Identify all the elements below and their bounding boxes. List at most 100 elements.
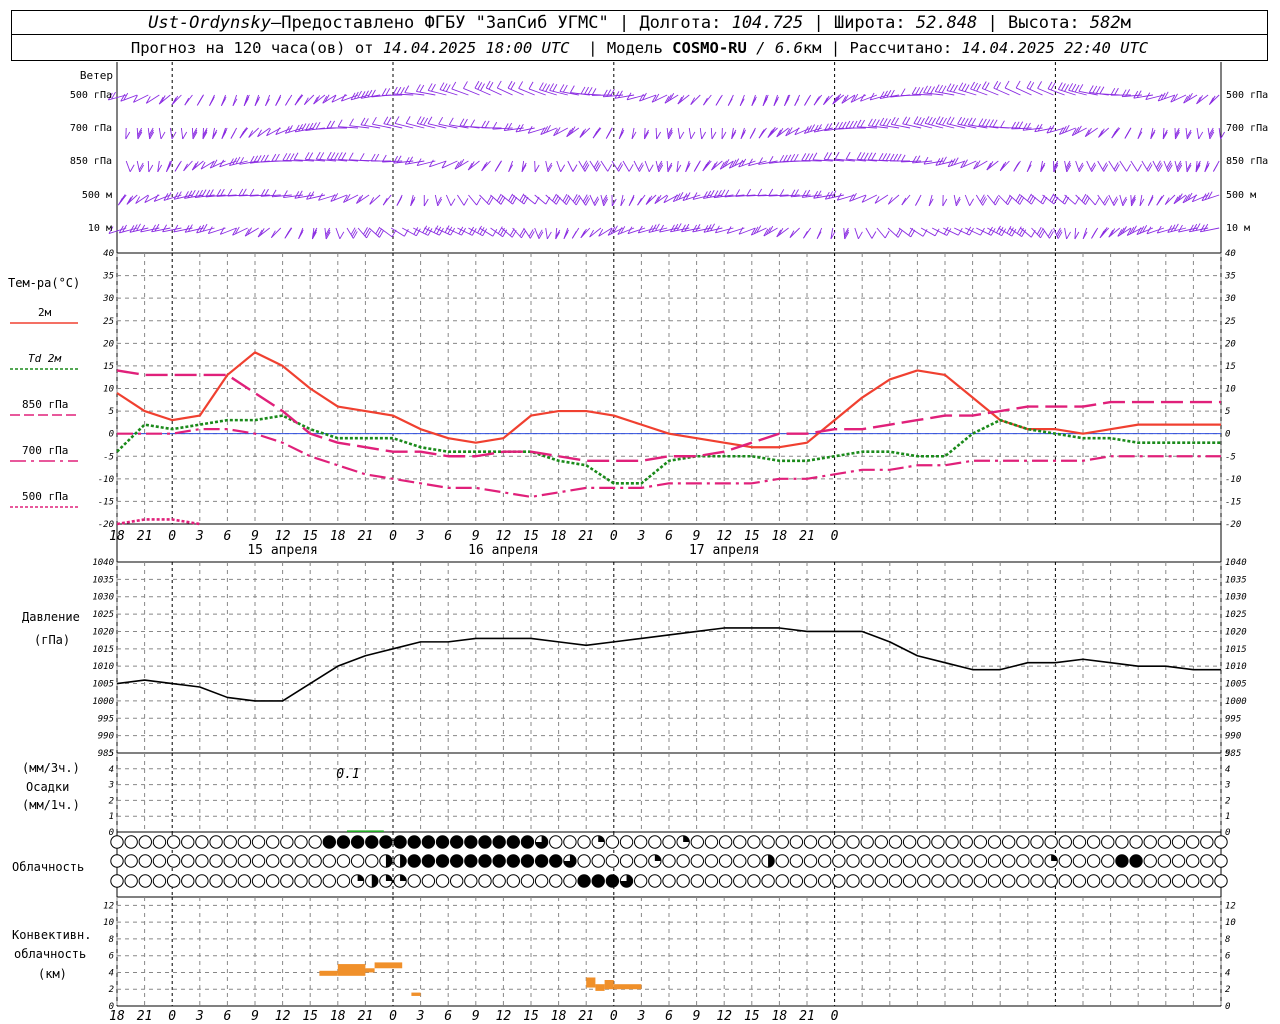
wind-barb-staff: [515, 127, 535, 133]
wind-barb-flag: [947, 159, 953, 167]
wind-barb-staff: [1164, 194, 1176, 205]
cloud-cell: [152, 835, 167, 849]
wind-barb-staff: [690, 94, 701, 105]
cloud-cell: [817, 874, 832, 888]
wind-barb-staff: [108, 227, 127, 235]
wind-barb-staff: [801, 159, 822, 162]
wind-barb-flag: [1208, 97, 1214, 105]
wind-barb-flag: [1196, 160, 1201, 169]
wind-barb-flag: [1006, 225, 1012, 234]
temp-legend-label: 500 гПа: [22, 490, 68, 503]
wind-barb-flag: [255, 96, 261, 105]
hour-label-bottom: 18: [551, 1009, 567, 1024]
wind-barb-flag: [871, 152, 877, 161]
wind-barb-flag: [692, 224, 698, 233]
wind-barb-flag: [276, 96, 281, 104]
wind-barb-flag: [957, 227, 963, 236]
wind-barb-flag: [895, 228, 901, 236]
temp-tick-right: 20: [1225, 339, 1236, 349]
wind-barb-flag: [190, 189, 196, 198]
wind-barb-staff: [1117, 227, 1132, 237]
wind-barb-flag: [415, 228, 421, 236]
wind-barb-staff: [504, 127, 524, 131]
wind-barb-flag: [1167, 162, 1172, 171]
wind-barb-staff: [902, 123, 922, 129]
wind-barb-staff: [534, 227, 540, 239]
temp-tick-left: 0: [109, 430, 114, 440]
cloud-cell: [1143, 874, 1157, 888]
wind-barb-flag: [584, 86, 589, 95]
wind-barb-staff: [1170, 94, 1187, 103]
temp-tick-right: 10: [1225, 385, 1236, 395]
wind-barb-flag: [928, 198, 934, 207]
wind-barb-flag: [371, 89, 376, 98]
wind-barb-flag: [690, 131, 696, 140]
wind-barb-flag: [374, 153, 380, 162]
wind-barb-flag: [249, 188, 255, 197]
wind-barb-flag: [752, 96, 757, 105]
wind-barb-staff: [654, 194, 668, 205]
wind-barb-staff: [368, 227, 380, 238]
cloud-cell: [917, 874, 931, 888]
wind-barb-flag: [230, 131, 236, 139]
cloud-cell: [1200, 835, 1214, 849]
wind-barb-staff: [751, 227, 767, 236]
wind-barb-staff: [1089, 92, 1109, 96]
cloud-cell: [662, 874, 676, 888]
cloud-cell: [902, 874, 917, 888]
wind-barb-flag: [496, 80, 502, 89]
wind-barb-flag: [953, 157, 959, 165]
wind-barb-staff: [1174, 160, 1179, 173]
wind-barb-flag: [1103, 164, 1109, 172]
wind-barb-flag: [961, 83, 967, 91]
wind-barb-staff: [401, 227, 417, 237]
wind-barb-flag: [173, 95, 179, 104]
temp-series-line: [117, 428, 1221, 498]
wind-barb-staff: [1182, 194, 1198, 204]
wind-barb-staff: [180, 127, 184, 140]
wind-barb-staff: [1042, 227, 1050, 239]
cloud-cell: [662, 835, 676, 849]
wind-barb-flag: [107, 92, 113, 101]
wind-barb-flag: [924, 116, 930, 124]
precip-unit-bottom: (мм/1ч.): [22, 798, 80, 812]
wind-barb-flag: [955, 196, 961, 205]
wind-barb-flag: [618, 90, 623, 98]
wind-barb-flag: [144, 195, 150, 203]
wind-barb-staff: [920, 227, 936, 237]
wind-barb-staff: [692, 227, 712, 233]
wind-barb-flag: [1026, 80, 1032, 89]
cloud-cell: [1115, 874, 1129, 888]
hour-label-bottom: 6: [223, 1009, 231, 1024]
cloud-cell: [435, 854, 450, 868]
wind-barb-staff: [457, 194, 465, 206]
wind-barb-staff: [1126, 227, 1143, 236]
cloud-cell: [294, 835, 308, 849]
cloud-cell: [718, 835, 733, 849]
cloud-cell: [1001, 835, 1016, 849]
wind-barb-flag: [1066, 164, 1072, 173]
cloud-cell: [718, 874, 733, 888]
wind-barb-flag: [1049, 231, 1054, 239]
wind-barb-flag: [679, 95, 685, 103]
wind-barb-staff: [212, 127, 215, 140]
wind-barb-flag: [241, 188, 247, 197]
wind-barb-flag: [538, 82, 544, 90]
wind-barb-flag: [1047, 229, 1053, 237]
cloud-cell: [478, 874, 492, 888]
wind-barb-staff: [841, 94, 856, 104]
wind-barb-staff: [311, 227, 315, 240]
cloud-cell: [959, 854, 973, 868]
cloud-cell: [308, 854, 322, 868]
wind-barb-flag: [341, 93, 346, 102]
wind-barb-flag: [801, 190, 807, 198]
wind-barb-flag: [1049, 124, 1055, 133]
wind-barb-staff: [260, 194, 281, 197]
wind-barb-flag: [584, 196, 589, 204]
wind-barb-flag: [148, 127, 154, 136]
wind-barb-flag: [209, 189, 214, 197]
wind-barb-staff: [876, 227, 886, 239]
wind-barb-flag: [1156, 225, 1162, 234]
cloud-cell: [747, 835, 761, 849]
wind-barb-flag: [975, 160, 981, 168]
